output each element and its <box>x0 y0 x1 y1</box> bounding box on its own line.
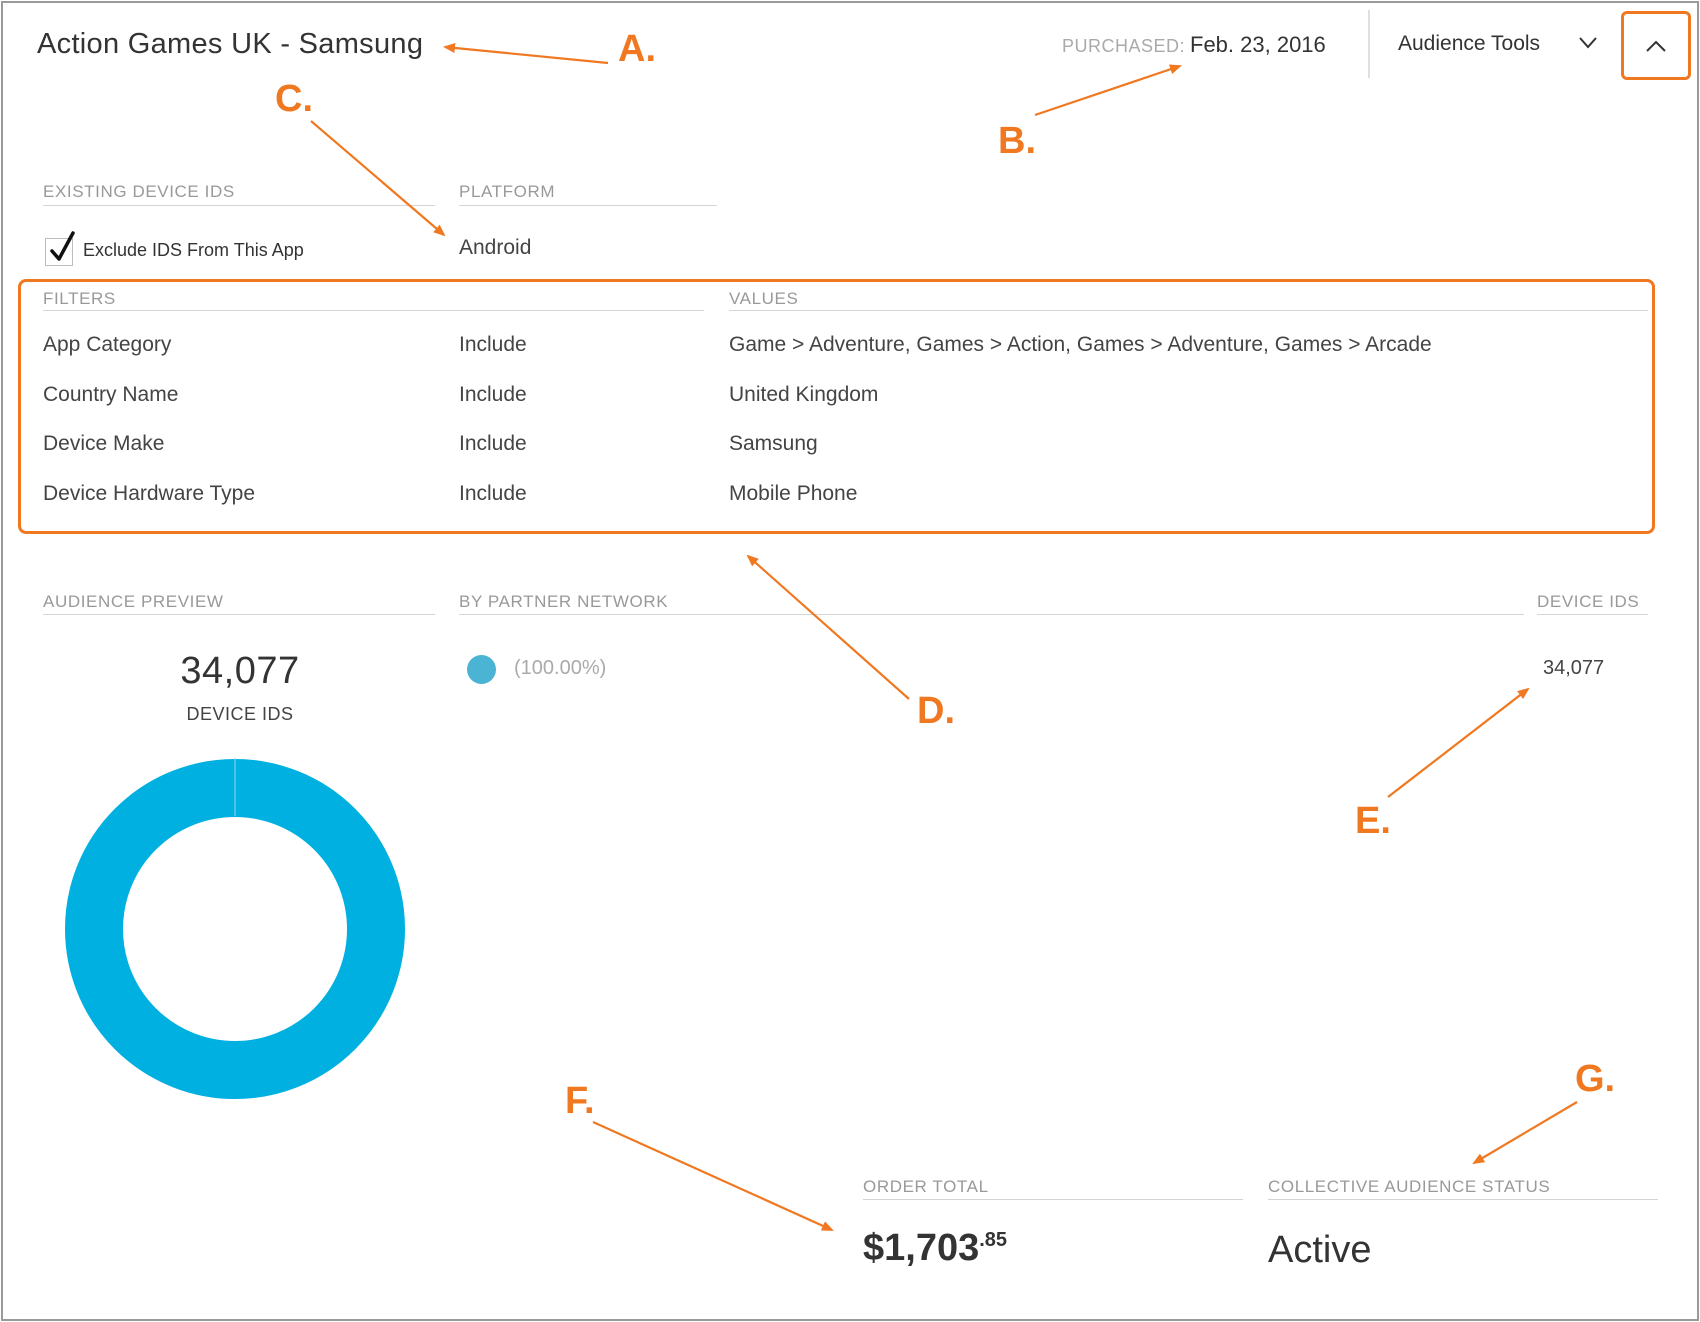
order-total-main: $1,703 <box>863 1227 980 1269</box>
page-title: Action Games UK - Samsung <box>37 28 424 60</box>
filter-name: App Category <box>43 333 172 356</box>
audience-preview-label: AUDIENCE PREVIEW <box>43 592 224 611</box>
values-header: VALUES <box>729 289 799 308</box>
audience-total: 34,077 <box>180 650 300 692</box>
order-total-cents: .85 <box>979 1229 1008 1251</box>
divider <box>1537 614 1648 615</box>
exclude-ids-label: Exclude IDS From This App <box>83 240 304 260</box>
callout-g: G. <box>1575 1058 1616 1100</box>
filter-name: Device Make <box>43 432 165 455</box>
platform-label: PLATFORM <box>459 182 556 201</box>
exclude-ids-checkbox[interactable] <box>45 231 75 266</box>
callout-e: E. <box>1355 800 1391 842</box>
audience-donut-chart <box>65 758 405 1099</box>
divider <box>43 205 435 206</box>
audience-tools-dropdown[interactable]: Audience Tools <box>1398 32 1541 55</box>
donut-slice <box>65 759 405 1099</box>
platform-value: Android <box>459 236 532 259</box>
filter-value: Samsung <box>729 432 818 455</box>
filter-mode: Include <box>459 482 527 505</box>
divider <box>459 614 1524 615</box>
header-divider <box>1368 10 1370 78</box>
legend-percentage: (100.00%) <box>514 657 607 679</box>
divider <box>459 205 717 206</box>
callout-a: A. <box>618 28 656 70</box>
filter-value: United Kingdom <box>729 383 879 406</box>
filters-header: FILTERS <box>43 289 116 308</box>
filter-value: Mobile Phone <box>729 482 858 505</box>
filters-panel <box>18 279 1655 534</box>
callout-f: F. <box>565 1080 595 1122</box>
filter-value: Game > Adventure, Games > Action, Games … <box>729 333 1432 356</box>
legend-dot <box>467 655 496 684</box>
partner-network-label: BY PARTNER NETWORK <box>459 592 669 611</box>
filter-mode: Include <box>459 383 527 406</box>
status-value: Active <box>1268 1229 1372 1271</box>
device-ids-value: 34,077 <box>1543 657 1605 679</box>
purchased-label: PURCHASED: <box>1062 36 1186 56</box>
status-label: COLLECTIVE AUDIENCE STATUS <box>1268 1177 1551 1196</box>
divider <box>729 310 1648 311</box>
checkmark-icon <box>50 231 75 261</box>
existing-device-ids-label: EXISTING DEVICE IDS <box>43 182 235 201</box>
callout-b: B. <box>998 120 1036 162</box>
collapse-button[interactable] <box>1621 11 1691 80</box>
filter-name: Country Name <box>43 383 179 406</box>
divider <box>1268 1199 1658 1200</box>
audience-total-caption: DEVICE IDS <box>186 704 294 724</box>
divider <box>863 1199 1243 1200</box>
chevron-down-icon[interactable] <box>1578 36 1598 54</box>
order-total-label: ORDER TOTAL <box>863 1177 989 1196</box>
divider <box>43 614 435 615</box>
purchased-date: Feb. 23, 2016 <box>1190 32 1326 57</box>
filter-name: Device Hardware Type <box>43 482 256 505</box>
filter-mode: Include <box>459 333 527 356</box>
callout-d: D. <box>917 690 955 732</box>
device-ids-column-label: DEVICE IDS <box>1537 592 1640 611</box>
order-total-amount: $1,703.85 <box>863 1227 1007 1270</box>
filter-mode: Include <box>459 432 527 455</box>
callout-c: C. <box>275 78 313 120</box>
chevron-up-icon <box>1646 40 1666 52</box>
divider <box>43 310 704 311</box>
